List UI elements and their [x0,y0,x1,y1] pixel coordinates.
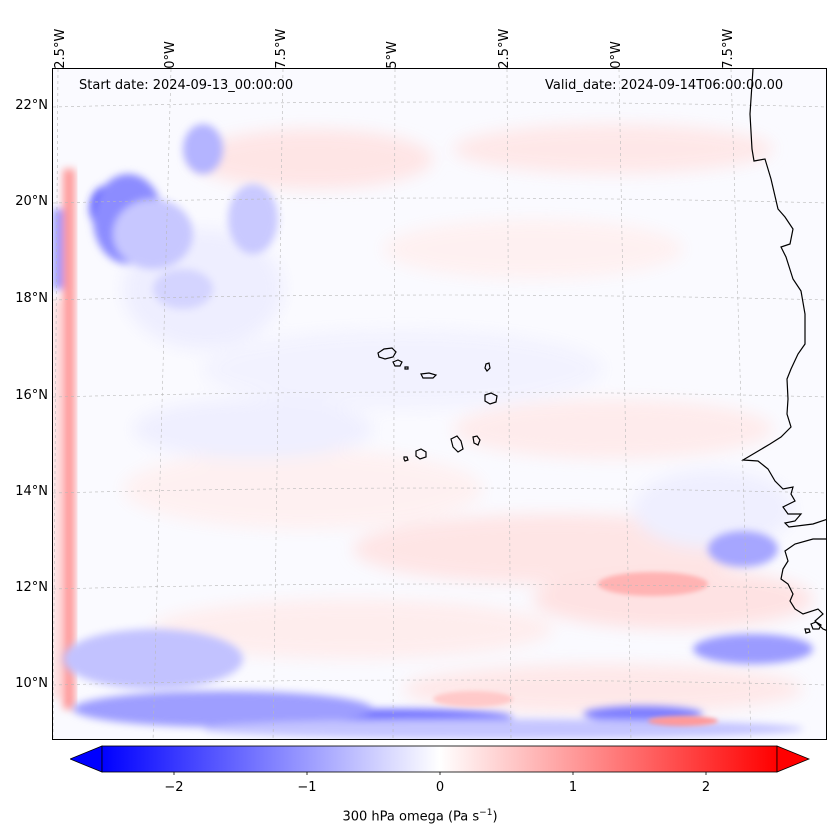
blue-cluster-nw [90,124,278,309]
island-sao-nicolau [420,372,438,379]
colorbar-title: 300 hPa omega (Pa s−1) [300,808,540,824]
colorbar-tick-neg1: −1 [297,780,317,795]
colorbar-tick-0: 0 [435,780,445,795]
colorbar [70,745,810,775]
left-edge-band [53,169,75,709]
island-santa-luzia [404,366,409,370]
valid-date-label: Valid_date: 2024-09-14T06:00:00.00 [545,78,784,93]
island-sal [484,362,491,372]
map-panel [52,68,827,740]
lat-label-16n: 16°N [15,388,48,403]
colorbar-gradient [101,745,778,773]
lat-label-20n: 20°N [15,194,48,209]
omega-patches [123,124,813,714]
gambia-senegal-coast [780,538,826,631]
lat-label-12n: 12°N [15,580,48,595]
start-date-label: Start date: 2024-09-13_00:00:00 [79,78,294,93]
island-maio [472,435,481,446]
bijagos-islands [804,621,822,634]
colorbar-title-suffix: ) [492,809,498,825]
colorbar-tick-2: 2 [701,780,711,795]
red-patches-south [433,572,718,726]
lat-label-22n: 22°N [15,98,48,113]
cape-verde-islands [377,347,498,462]
lat-label-10n: 10°N [15,676,48,691]
colorbar-tick-1: 1 [568,780,578,795]
colorbar-title-superscript: −1 [479,808,493,818]
island-boa-vista [484,392,498,405]
lat-label-18n: 18°N [15,291,48,306]
colorbar-over-triangle [776,745,810,773]
island-brava [403,456,409,462]
island-fogo [415,448,427,460]
colorbar-under-triangle [70,745,103,773]
island-santo-antao [377,347,397,360]
gridlines [53,69,826,739]
colorbar-tick-neg2: −2 [164,780,184,795]
island-sao-vicente [392,359,403,367]
colorbar-title-text: 300 hPa omega (Pa s [342,809,480,825]
blue-bands-south [63,531,813,739]
west-africa-coastline [741,69,826,528]
colorbar-ticks [173,772,707,775]
island-santiago [450,435,464,453]
lat-label-14n: 14°N [15,484,48,499]
omega-field [53,69,826,739]
